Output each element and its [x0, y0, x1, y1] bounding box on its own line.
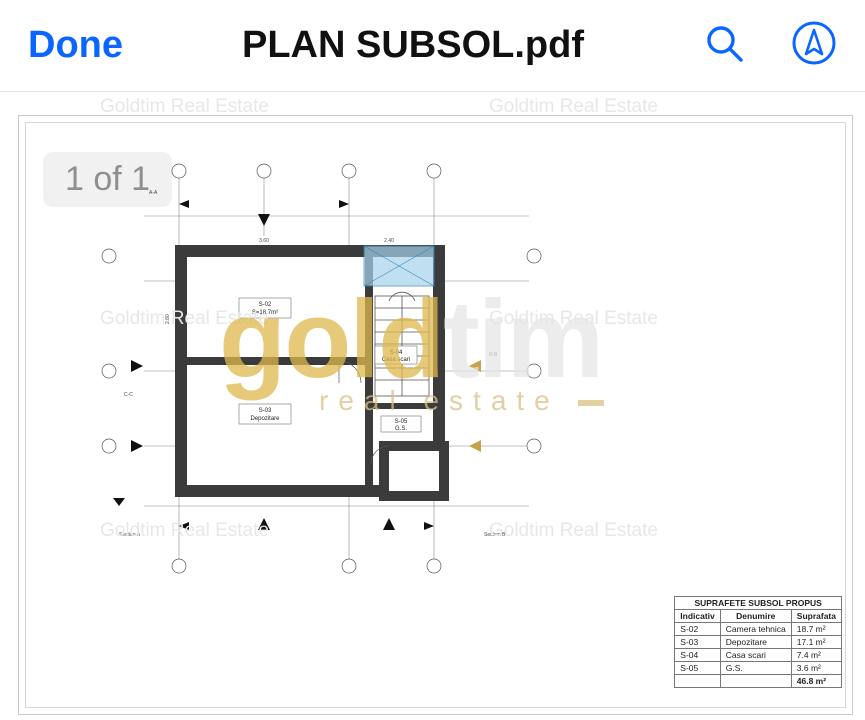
svg-text:S-05: S-05 — [395, 419, 408, 425]
table-row-total: 46.8 m² — [675, 675, 842, 688]
floor-plan-drawing: S-02 S=18.7m² S-03 Depozitare S-04 Casa … — [89, 146, 559, 586]
pdf-page[interactable]: 1 of 1 — [18, 115, 853, 715]
legend-header: Suprafata — [791, 610, 841, 623]
svg-text:A-A: A-A — [149, 190, 158, 196]
svg-text:S-04: S-04 — [390, 350, 403, 356]
legend-header: Denumire — [720, 610, 791, 623]
table-row: S-04Casa scari7.4 m² — [675, 649, 842, 662]
search-icon[interactable] — [703, 22, 745, 69]
svg-text:Depozitare: Depozitare — [250, 416, 280, 422]
done-button[interactable]: Done — [28, 24, 123, 67]
pdf-viewer-toolbar: Done PLAN SUBSOL.pdf — [0, 0, 865, 92]
svg-text:S=18.7m²: S=18.7m² — [252, 310, 278, 316]
legend-header: Indicativ — [675, 610, 720, 623]
svg-text:Casa scari: Casa scari — [382, 357, 410, 363]
svg-text:C-C: C-C — [124, 392, 133, 398]
svg-text:Section B: Section B — [484, 532, 506, 538]
markup-icon[interactable] — [791, 20, 837, 71]
svg-text:G.S.: G.S. — [395, 426, 407, 432]
table-row: S-03Depozitare17.1 m² — [675, 636, 842, 649]
table-row: S-05G.S.3.6 m² — [675, 662, 842, 675]
svg-text:2.80: 2.80 — [165, 314, 171, 324]
document-title: PLAN SUBSOL.pdf — [123, 24, 703, 67]
area-legend-table: SUPRAFETE SUBSOL PROPUS Indicativ Denumi… — [674, 596, 842, 688]
svg-text:S-02: S-02 — [259, 302, 272, 308]
svg-text:Section A: Section A — [119, 532, 141, 538]
table-row: S-02Camera tehnica18.7 m² — [675, 623, 842, 636]
legend-title: SUPRAFETE SUBSOL PROPUS — [675, 597, 842, 610]
svg-text:3.60: 3.60 — [259, 238, 269, 244]
svg-text:S-03: S-03 — [259, 408, 272, 414]
toolbar-actions — [703, 20, 837, 71]
svg-text:2.40: 2.40 — [384, 238, 394, 244]
svg-text:B-B: B-B — [489, 352, 498, 358]
